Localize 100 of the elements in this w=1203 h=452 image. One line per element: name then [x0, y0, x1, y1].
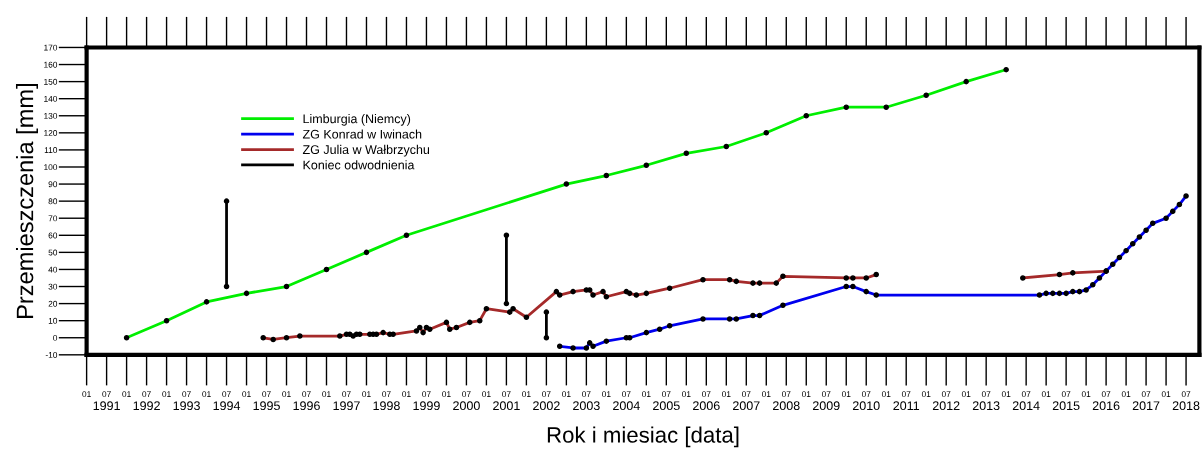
- x-tick-label: 01: [1081, 391, 1091, 398]
- x-tick-label: 07: [542, 391, 551, 398]
- y-tick-label: 60: [48, 232, 58, 239]
- x-tick-label: 07: [1101, 391, 1111, 398]
- x2-tick-label: 1994: [213, 401, 241, 411]
- x-tick-label: 07: [582, 391, 591, 398]
- x2-tick-label: 2001: [493, 401, 520, 411]
- x2-tick-label: 2002: [533, 401, 560, 411]
- x2-tick-label: 1996: [293, 401, 320, 411]
- x-tick-label: 07: [502, 391, 511, 398]
- x-tick-label: 07: [821, 391, 831, 398]
- x-tick-label: 07: [741, 391, 751, 398]
- y-tick-label: 10: [48, 317, 58, 324]
- x-tick-label: 07: [1021, 391, 1031, 398]
- x2-tick-label: 2006: [693, 401, 720, 411]
- x-tick-label: 01: [841, 391, 851, 398]
- x2-tick-label: 2005: [653, 401, 680, 411]
- x-tick-label: 07: [262, 391, 271, 398]
- x2-tick-label: 1998: [373, 401, 400, 411]
- x-tick-label: 07: [702, 391, 711, 398]
- x-tick-label: 01: [482, 391, 491, 398]
- y-tick-label: 110: [44, 147, 58, 154]
- y-tick-label: 170: [44, 44, 58, 51]
- x2-tick-label: 2016: [1092, 401, 1120, 411]
- legend-label: Koniec odwodnienia: [303, 160, 415, 170]
- x-tick-label: 07: [462, 391, 471, 398]
- x2-tick-label: 2013: [972, 401, 1000, 411]
- x-tick-label: 01: [1161, 391, 1171, 398]
- x-tick-label: 01: [362, 391, 371, 398]
- x-tick-label: 07: [422, 391, 431, 398]
- x2-tick-label: 2000: [453, 401, 480, 411]
- x-tick-label: 07: [222, 391, 231, 398]
- x2-tick-label: 2015: [1052, 401, 1080, 411]
- x2-tick-label: 2014: [1012, 401, 1040, 411]
- y-axis-title: Przemieszczenia [mm]: [15, 84, 38, 318]
- x2-tick-label: 2004: [613, 401, 640, 411]
- x-tick-label: 07: [142, 391, 151, 398]
- y-tick-label: 80: [48, 198, 58, 205]
- x-tick-label: 01: [322, 391, 331, 398]
- x-tick-label: 07: [382, 391, 391, 398]
- x-axis-title: Rok i miesiac [data]: [547, 426, 739, 448]
- x-tick-label: 01: [202, 391, 211, 398]
- x-tick-label: 01: [961, 391, 971, 398]
- x2-tick-label: 2017: [1132, 401, 1160, 411]
- y-tick-label: 140: [44, 95, 58, 102]
- x-tick-label: 01: [921, 391, 931, 398]
- x-tick-label: 01: [642, 391, 651, 398]
- point: [503, 232, 510, 239]
- y-tick-label: 20: [48, 300, 58, 307]
- x-tick-label: 07: [1181, 391, 1191, 398]
- x2-tick-label: 2009: [812, 401, 840, 411]
- y-tick-label: -10: [45, 352, 58, 358]
- x-tick-label: 07: [622, 391, 631, 398]
- x2-tick-label: 1991: [93, 401, 120, 411]
- x2-tick-label: 1995: [253, 401, 280, 411]
- point: [503, 300, 510, 307]
- x-tick-label: 01: [442, 391, 451, 398]
- x-tick-label: 01: [162, 391, 171, 398]
- x2-tick-label: 2008: [772, 401, 800, 411]
- x2-tick-label: 2018: [1172, 401, 1200, 411]
- y-tick-label: 120: [44, 130, 58, 136]
- x-tick-label: 01: [1121, 391, 1131, 398]
- x-tick-label: 07: [901, 391, 911, 398]
- y-tick-label: 150: [44, 78, 58, 85]
- y-tick-label: 160: [44, 61, 58, 68]
- x-tick-label: 07: [781, 391, 791, 398]
- x-tick-label: 07: [941, 391, 951, 398]
- x-tick-label: 07: [102, 391, 111, 398]
- x-tick-label: 01: [522, 391, 531, 398]
- point: [223, 198, 230, 204]
- x-tick-label: 07: [182, 391, 191, 398]
- x-tick-label: 01: [1041, 391, 1051, 398]
- y-tick-label: 90: [48, 181, 58, 188]
- y-tick-label: 0: [53, 334, 58, 341]
- point: [223, 283, 230, 290]
- x-tick-label: 01: [761, 391, 771, 398]
- x2-tick-label: 2012: [932, 401, 960, 411]
- y-tick-label: 50: [48, 249, 58, 256]
- y-tick-label: 70: [48, 215, 58, 222]
- x-tick-label: 01: [122, 391, 131, 398]
- x-tick-label: 07: [302, 391, 311, 398]
- x-tick-label: 07: [1061, 391, 1071, 398]
- x2-tick-label: 2010: [852, 401, 880, 411]
- x-tick-label: 07: [662, 391, 671, 398]
- x2-tick-label: 2007: [733, 401, 760, 411]
- x-tick-label: 07: [861, 391, 871, 398]
- x-tick-label: 01: [682, 391, 691, 398]
- legend-label: Limburgia (Niemcy): [303, 114, 411, 126]
- x-tick-label: 07: [1141, 391, 1151, 398]
- x-tick-label: 01: [402, 391, 411, 398]
- legend-label: ZG Julia w Wałbrzychu: [302, 144, 430, 157]
- x-tick-label: 01: [721, 391, 731, 398]
- x2-tick-label: 1992: [133, 401, 160, 411]
- y-tick-label: 30: [48, 283, 58, 290]
- x-tick-label: 01: [82, 391, 91, 398]
- point: [543, 309, 550, 315]
- x-tick-label: 01: [1001, 391, 1011, 398]
- x-tick-label: 07: [981, 391, 991, 398]
- x-tick-label: 01: [282, 391, 291, 398]
- x2-tick-label: 2011: [893, 401, 920, 411]
